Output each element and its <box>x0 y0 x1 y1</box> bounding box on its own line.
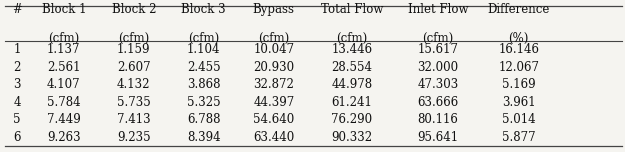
Text: (cfm): (cfm) <box>258 32 289 45</box>
Text: 7.449: 7.449 <box>47 113 81 126</box>
Text: 3.961: 3.961 <box>502 96 536 109</box>
Text: 4: 4 <box>13 96 21 109</box>
Text: 32.000: 32.000 <box>418 61 459 74</box>
Text: 5.014: 5.014 <box>502 113 536 126</box>
Text: Block 1: Block 1 <box>41 3 86 16</box>
Text: Total Flow: Total Flow <box>321 3 383 16</box>
Text: 2.607: 2.607 <box>117 61 151 74</box>
Text: 1.104: 1.104 <box>187 43 221 56</box>
Text: 54.640: 54.640 <box>253 113 294 126</box>
Text: (cfm): (cfm) <box>336 32 367 45</box>
Text: 80.116: 80.116 <box>418 113 459 126</box>
Text: 1: 1 <box>13 43 21 56</box>
Text: 47.303: 47.303 <box>418 78 459 91</box>
Text: 15.617: 15.617 <box>418 43 459 56</box>
Text: 2.455: 2.455 <box>187 61 221 74</box>
Text: 28.554: 28.554 <box>331 61 372 74</box>
Text: 61.241: 61.241 <box>331 96 372 109</box>
Text: 6.788: 6.788 <box>187 113 221 126</box>
Text: 12.067: 12.067 <box>498 61 539 74</box>
Text: 5.784: 5.784 <box>47 96 81 109</box>
Text: Inlet Flow: Inlet Flow <box>408 3 468 16</box>
Text: 95.641: 95.641 <box>418 131 459 144</box>
Text: 20.930: 20.930 <box>253 61 294 74</box>
Text: (cfm): (cfm) <box>188 32 219 45</box>
Text: 32.872: 32.872 <box>253 78 294 91</box>
Text: 13.446: 13.446 <box>331 43 372 56</box>
Text: 1.159: 1.159 <box>117 43 151 56</box>
Text: 2.561: 2.561 <box>47 61 81 74</box>
Text: 90.332: 90.332 <box>331 131 372 144</box>
Text: #: # <box>12 3 22 16</box>
Text: 4.107: 4.107 <box>47 78 81 91</box>
Text: 7.413: 7.413 <box>117 113 151 126</box>
Text: Difference: Difference <box>488 3 550 16</box>
Text: 44.397: 44.397 <box>253 96 294 109</box>
Text: 76.290: 76.290 <box>331 113 372 126</box>
Text: 5.735: 5.735 <box>117 96 151 109</box>
Text: (cfm): (cfm) <box>118 32 149 45</box>
Text: 5: 5 <box>13 113 21 126</box>
Text: 2: 2 <box>13 61 21 74</box>
Text: 5.325: 5.325 <box>187 96 221 109</box>
Text: 3: 3 <box>13 78 21 91</box>
Text: 8.394: 8.394 <box>187 131 221 144</box>
Text: 5.169: 5.169 <box>502 78 536 91</box>
Text: 9.263: 9.263 <box>47 131 81 144</box>
Text: (cfm): (cfm) <box>48 32 79 45</box>
Text: (cfm): (cfm) <box>422 32 454 45</box>
Text: 16.146: 16.146 <box>498 43 539 56</box>
Text: Block 3: Block 3 <box>181 3 226 16</box>
Text: 63.440: 63.440 <box>253 131 294 144</box>
Text: 4.132: 4.132 <box>117 78 151 91</box>
Text: 5.877: 5.877 <box>502 131 536 144</box>
Text: 63.666: 63.666 <box>418 96 459 109</box>
Text: Block 2: Block 2 <box>111 3 156 16</box>
Text: 10.047: 10.047 <box>253 43 294 56</box>
Text: 9.235: 9.235 <box>117 131 151 144</box>
Text: 1.137: 1.137 <box>47 43 81 56</box>
Text: 44.978: 44.978 <box>331 78 372 91</box>
Text: (%): (%) <box>509 32 529 45</box>
Text: 6: 6 <box>13 131 21 144</box>
Text: Bypass: Bypass <box>253 3 295 16</box>
Text: 3.868: 3.868 <box>187 78 221 91</box>
